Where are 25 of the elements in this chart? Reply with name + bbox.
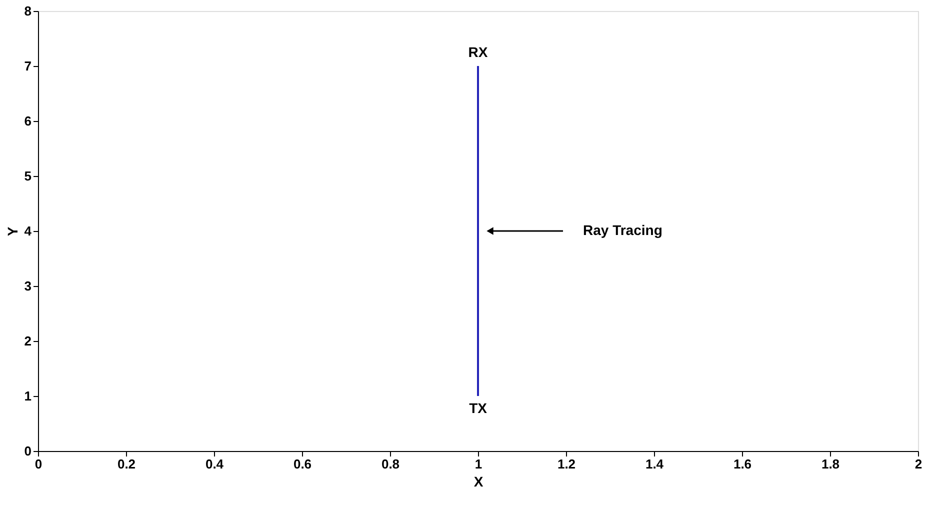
x-tick-label: 1 xyxy=(474,456,482,472)
y-tick-label: 0 xyxy=(24,444,32,458)
annotation: RX xyxy=(468,44,488,60)
y-tick-label: 4 xyxy=(24,224,32,238)
x-axis-title: X xyxy=(474,474,484,490)
x-tick-label: 0 xyxy=(34,456,42,472)
x-tick-label: 1.2 xyxy=(557,456,576,472)
y-tick-label: 6 xyxy=(24,114,32,128)
x-tick-label: 1.4 xyxy=(645,456,664,472)
x-tick-label: 2 xyxy=(914,456,922,472)
y-tick-label: 1 xyxy=(24,388,32,404)
x-tick-label: 1.6 xyxy=(733,456,752,472)
y-tick-label: 3 xyxy=(24,278,32,294)
y-tick-label: 8 xyxy=(24,4,32,18)
y-tick-label: 7 xyxy=(24,58,32,74)
x-tick-label: 0.2 xyxy=(117,456,136,472)
x-tick-label: 1.8 xyxy=(821,456,840,472)
y-tick-label: 2 xyxy=(24,334,32,348)
x-tick-label: 0.4 xyxy=(205,456,224,472)
y-tick-label: 5 xyxy=(24,168,32,184)
x-tick-label: 0.8 xyxy=(381,456,400,472)
annotation: Ray Tracing xyxy=(583,222,662,238)
x-tick-label: 0.6 xyxy=(293,456,312,472)
y-axis-title: Y xyxy=(4,226,20,236)
annotation: TX xyxy=(469,400,488,416)
